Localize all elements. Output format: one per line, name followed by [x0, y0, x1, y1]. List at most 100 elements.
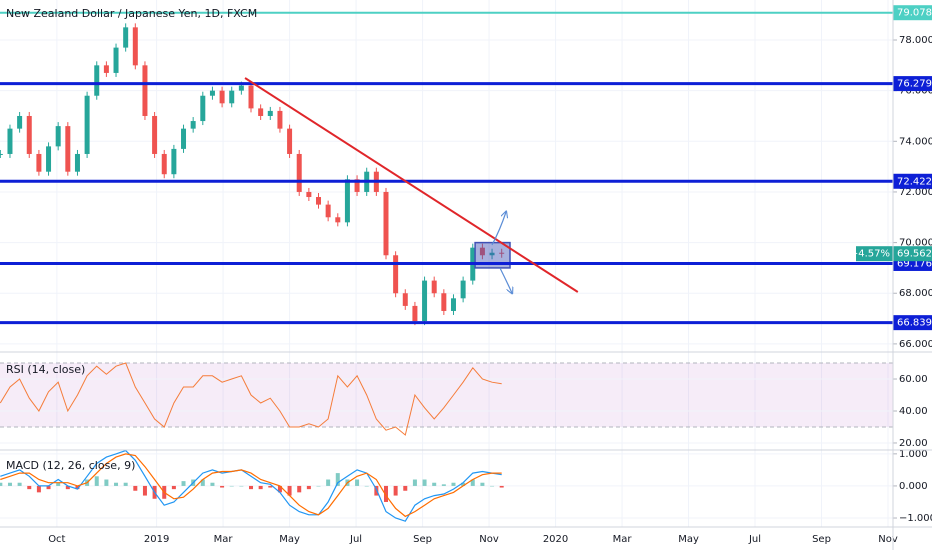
- histogram-bar: [36, 485, 41, 493]
- candle: [94, 65, 100, 96]
- y-tick-label: 66.000: [899, 339, 932, 350]
- histogram-bar: [239, 485, 244, 487]
- macd-line: [0, 453, 502, 518]
- rsi-line: [0, 362, 502, 436]
- x-tick-label: 2020: [543, 534, 568, 545]
- histogram-bar: [326, 479, 331, 486]
- candle: [152, 115, 158, 154]
- histogram-bar: [316, 485, 321, 487]
- level-label-box: [893, 5, 932, 21]
- histogram-bar: [499, 485, 504, 488]
- candle: [229, 90, 235, 104]
- histogram-bar: [200, 479, 205, 486]
- y-tick-label: 68.000: [899, 288, 932, 299]
- candle: [258, 108, 264, 116]
- histogram-bar: [403, 485, 408, 491]
- x-tick-label: Nov: [479, 534, 499, 545]
- candle: [55, 126, 61, 147]
- histogram-bar: [181, 481, 186, 486]
- histogram-bar: [277, 485, 282, 493]
- chart-title: New Zealand Dollar / Japanese Yen, 1D, F…: [6, 7, 257, 20]
- histogram-bar: [7, 482, 12, 486]
- candle: [383, 191, 389, 256]
- plot-area: [0, 0, 893, 527]
- y-tick-label: 78.000: [899, 35, 932, 46]
- arrow-down: [499, 267, 512, 293]
- candle: [219, 90, 225, 104]
- y-tick-label: 74.000: [899, 136, 932, 147]
- candle: [36, 153, 42, 172]
- macd-title: MACD (12, 26, close, 9): [6, 459, 135, 472]
- y-tick-label: 1.000: [899, 449, 928, 460]
- macd-line: [0, 449, 502, 522]
- trend-line: [244, 77, 579, 293]
- candle: [142, 65, 148, 116]
- candle: [479, 247, 485, 256]
- candle: [267, 110, 273, 116]
- histogram-bar: [27, 485, 32, 490]
- candle: [161, 153, 167, 175]
- candle: [431, 280, 437, 294]
- last-price-text: 69.562: [897, 249, 932, 260]
- candle: [209, 90, 215, 96]
- candle: [412, 305, 418, 322]
- level-label-box: [893, 76, 932, 92]
- x-tick-label: Jul: [349, 534, 362, 545]
- candle: [26, 115, 32, 154]
- histogram-bar: [133, 485, 138, 491]
- histogram-bar: [56, 482, 61, 486]
- histogram-bar: [297, 485, 302, 493]
- y-tick-label: 72.000: [899, 187, 932, 198]
- last-price-box: [893, 246, 932, 262]
- histogram-bar: [355, 479, 360, 486]
- histogram-bar: [114, 482, 119, 486]
- level-label-text: 72.422: [897, 176, 932, 187]
- candle: [132, 27, 138, 66]
- level-label-text: 69.176: [897, 258, 932, 269]
- change-box: [856, 246, 893, 262]
- rsi-band: [0, 363, 893, 427]
- candle: [200, 95, 206, 122]
- candle: [171, 148, 177, 175]
- histogram-bar: [374, 485, 379, 496]
- axes: 66.000 68.000 70.000 72.000 74.000 76.000 78.0…: [893, 5, 932, 524]
- x-tick-label: Jul: [748, 534, 761, 545]
- x-tick-label: Sep: [413, 534, 432, 545]
- histogram-bar: [104, 479, 109, 486]
- candle: [248, 85, 254, 109]
- candle: [17, 115, 23, 129]
- candle: [402, 293, 408, 306]
- histogram-bar: [470, 479, 475, 486]
- histogram-bar: [451, 482, 456, 486]
- histogram-bar: [258, 485, 263, 490]
- histogram-bar: [268, 485, 273, 488]
- x-tick-label: Mar: [613, 534, 633, 545]
- x-tick-label: Nov: [878, 534, 898, 545]
- arrow-up: [491, 212, 506, 246]
- histogram-bar: [17, 482, 22, 486]
- candle: [46, 146, 52, 172]
- histogram-bar: [364, 485, 369, 487]
- y-tick-label: 60.00: [899, 374, 928, 385]
- candle: [489, 252, 495, 256]
- x-tick-label: Oct: [48, 534, 65, 545]
- candle: [460, 280, 466, 299]
- candle: [190, 121, 196, 129]
- x-tick-label: Sep: [812, 534, 831, 545]
- candle: [325, 204, 331, 218]
- x-tick-label: Mar: [214, 534, 234, 545]
- histogram-bar: [46, 485, 51, 490]
- level-label-text: 79.078: [897, 8, 932, 19]
- x-tick-label: 2019: [144, 534, 169, 545]
- histogram-bar: [75, 485, 80, 490]
- histogram-bar: [171, 485, 176, 490]
- y-tick-label: 70.000: [899, 238, 932, 249]
- histogram-bar: [142, 485, 147, 496]
- histogram-bar: [65, 485, 70, 490]
- x-tick-label: May: [678, 534, 699, 545]
- y-tick-label: −1.000: [899, 513, 932, 524]
- candle: [335, 217, 341, 223]
- candle: [0, 153, 3, 155]
